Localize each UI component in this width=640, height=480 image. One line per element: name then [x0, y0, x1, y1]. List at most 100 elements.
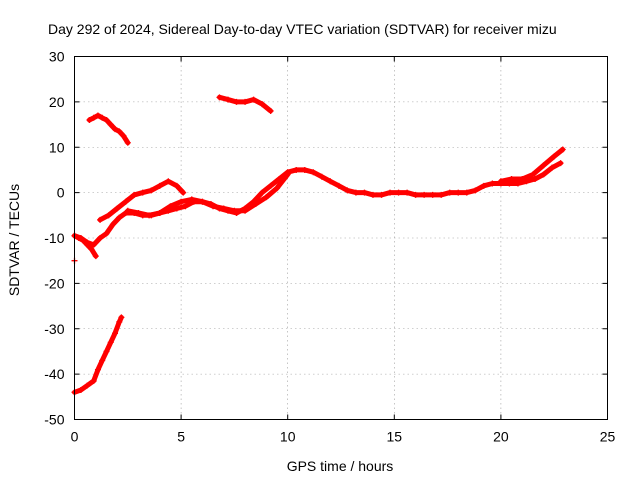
data-point [267, 107, 274, 114]
data-point [97, 235, 104, 241]
data-point [301, 166, 308, 173]
data-point [352, 189, 359, 196]
data-point [103, 348, 110, 355]
y-tick-label: 0 [57, 185, 65, 201]
data-point [105, 212, 112, 219]
data-point [514, 180, 521, 187]
data-point [116, 318, 123, 325]
data-point [84, 382, 91, 389]
data-point [395, 189, 402, 196]
series-arc-mid-hump [124, 171, 291, 219]
data-point [114, 205, 121, 212]
data-point [532, 176, 539, 183]
data-point [293, 166, 300, 173]
data-point [463, 189, 470, 196]
data-point [103, 230, 110, 237]
data-point [84, 239, 91, 246]
data-point [107, 121, 114, 128]
data-point [404, 189, 411, 196]
data-point [361, 189, 368, 196]
data-point [250, 96, 257, 103]
data-point [99, 357, 106, 364]
series-arc-low-start [71, 314, 125, 396]
data-point [103, 117, 110, 124]
data-point [210, 203, 217, 210]
data-point [199, 198, 206, 205]
y-tick-label: -10 [44, 230, 64, 246]
data-point [429, 191, 436, 198]
series-line [125, 172, 291, 218]
data-point [549, 164, 556, 171]
data-point [165, 178, 172, 185]
x-tick-label: 25 [600, 429, 616, 445]
data-point [557, 160, 564, 167]
data-point [267, 182, 274, 189]
data-point [124, 139, 131, 146]
data-point [284, 171, 291, 178]
series-arc-early-dip [71, 160, 564, 248]
data-point [146, 212, 153, 219]
y-tick-label: -40 [44, 366, 64, 382]
data-point [551, 153, 558, 160]
x-tick-label: 10 [280, 429, 296, 445]
data-point [94, 366, 101, 373]
data-point [173, 182, 180, 189]
data-point [455, 189, 462, 196]
data-point [180, 189, 187, 196]
data-point [116, 128, 123, 135]
data-point [118, 314, 125, 321]
data-point [90, 114, 97, 121]
y-tick-label: 10 [49, 139, 65, 155]
x-tick-label: 5 [177, 429, 185, 445]
data-point [77, 235, 84, 241]
data-point [274, 185, 281, 192]
data-point [90, 377, 97, 384]
series-arc-high-left [86, 112, 131, 146]
data-point [412, 191, 419, 198]
data-point [489, 180, 496, 187]
data-point [225, 96, 232, 103]
data-point [529, 171, 536, 178]
data-point [446, 189, 453, 196]
axis-ticks: 0 5 10 15 20 25 -50 -40 -30 -20 -10 0 10 20 30 [44, 49, 615, 445]
x-tick-label: 15 [387, 429, 403, 445]
y-axis-label: SDTVAR / TECUs [6, 184, 22, 296]
data-point [120, 132, 127, 139]
y-tick-label: 30 [49, 49, 65, 65]
data-point [139, 189, 146, 196]
data-point [310, 169, 317, 176]
data-point [259, 101, 266, 108]
data-point [220, 205, 227, 212]
data-point [263, 194, 270, 201]
data-point [216, 94, 223, 101]
data-point [480, 182, 487, 189]
data-point [252, 200, 259, 207]
data-point [99, 114, 106, 121]
data-point [188, 196, 195, 203]
data-point [259, 189, 266, 196]
data-point [242, 98, 249, 105]
data-point [109, 221, 116, 228]
grid-lines [74, 56, 608, 420]
series-arc-high-mid [216, 94, 274, 114]
data-point [231, 207, 238, 214]
data-point [497, 178, 504, 185]
data-point [112, 126, 119, 133]
data-point [90, 241, 97, 248]
data-point [182, 203, 189, 210]
data-point [178, 198, 185, 205]
data-point [112, 330, 119, 337]
data-point [94, 112, 101, 119]
y-tick-label: -20 [44, 275, 64, 291]
y-tick-label: -30 [44, 321, 64, 337]
data-point [107, 339, 114, 346]
chart-title: Day 292 of 2024, Sidereal Day-to-day VTE… [48, 21, 557, 37]
y-tick-label: 20 [49, 94, 65, 110]
data-point [233, 98, 240, 105]
data-point [327, 178, 334, 185]
series-arc-mid-rise [97, 178, 187, 223]
data-point [77, 387, 84, 394]
data-point [344, 187, 351, 194]
data-point [378, 191, 385, 198]
